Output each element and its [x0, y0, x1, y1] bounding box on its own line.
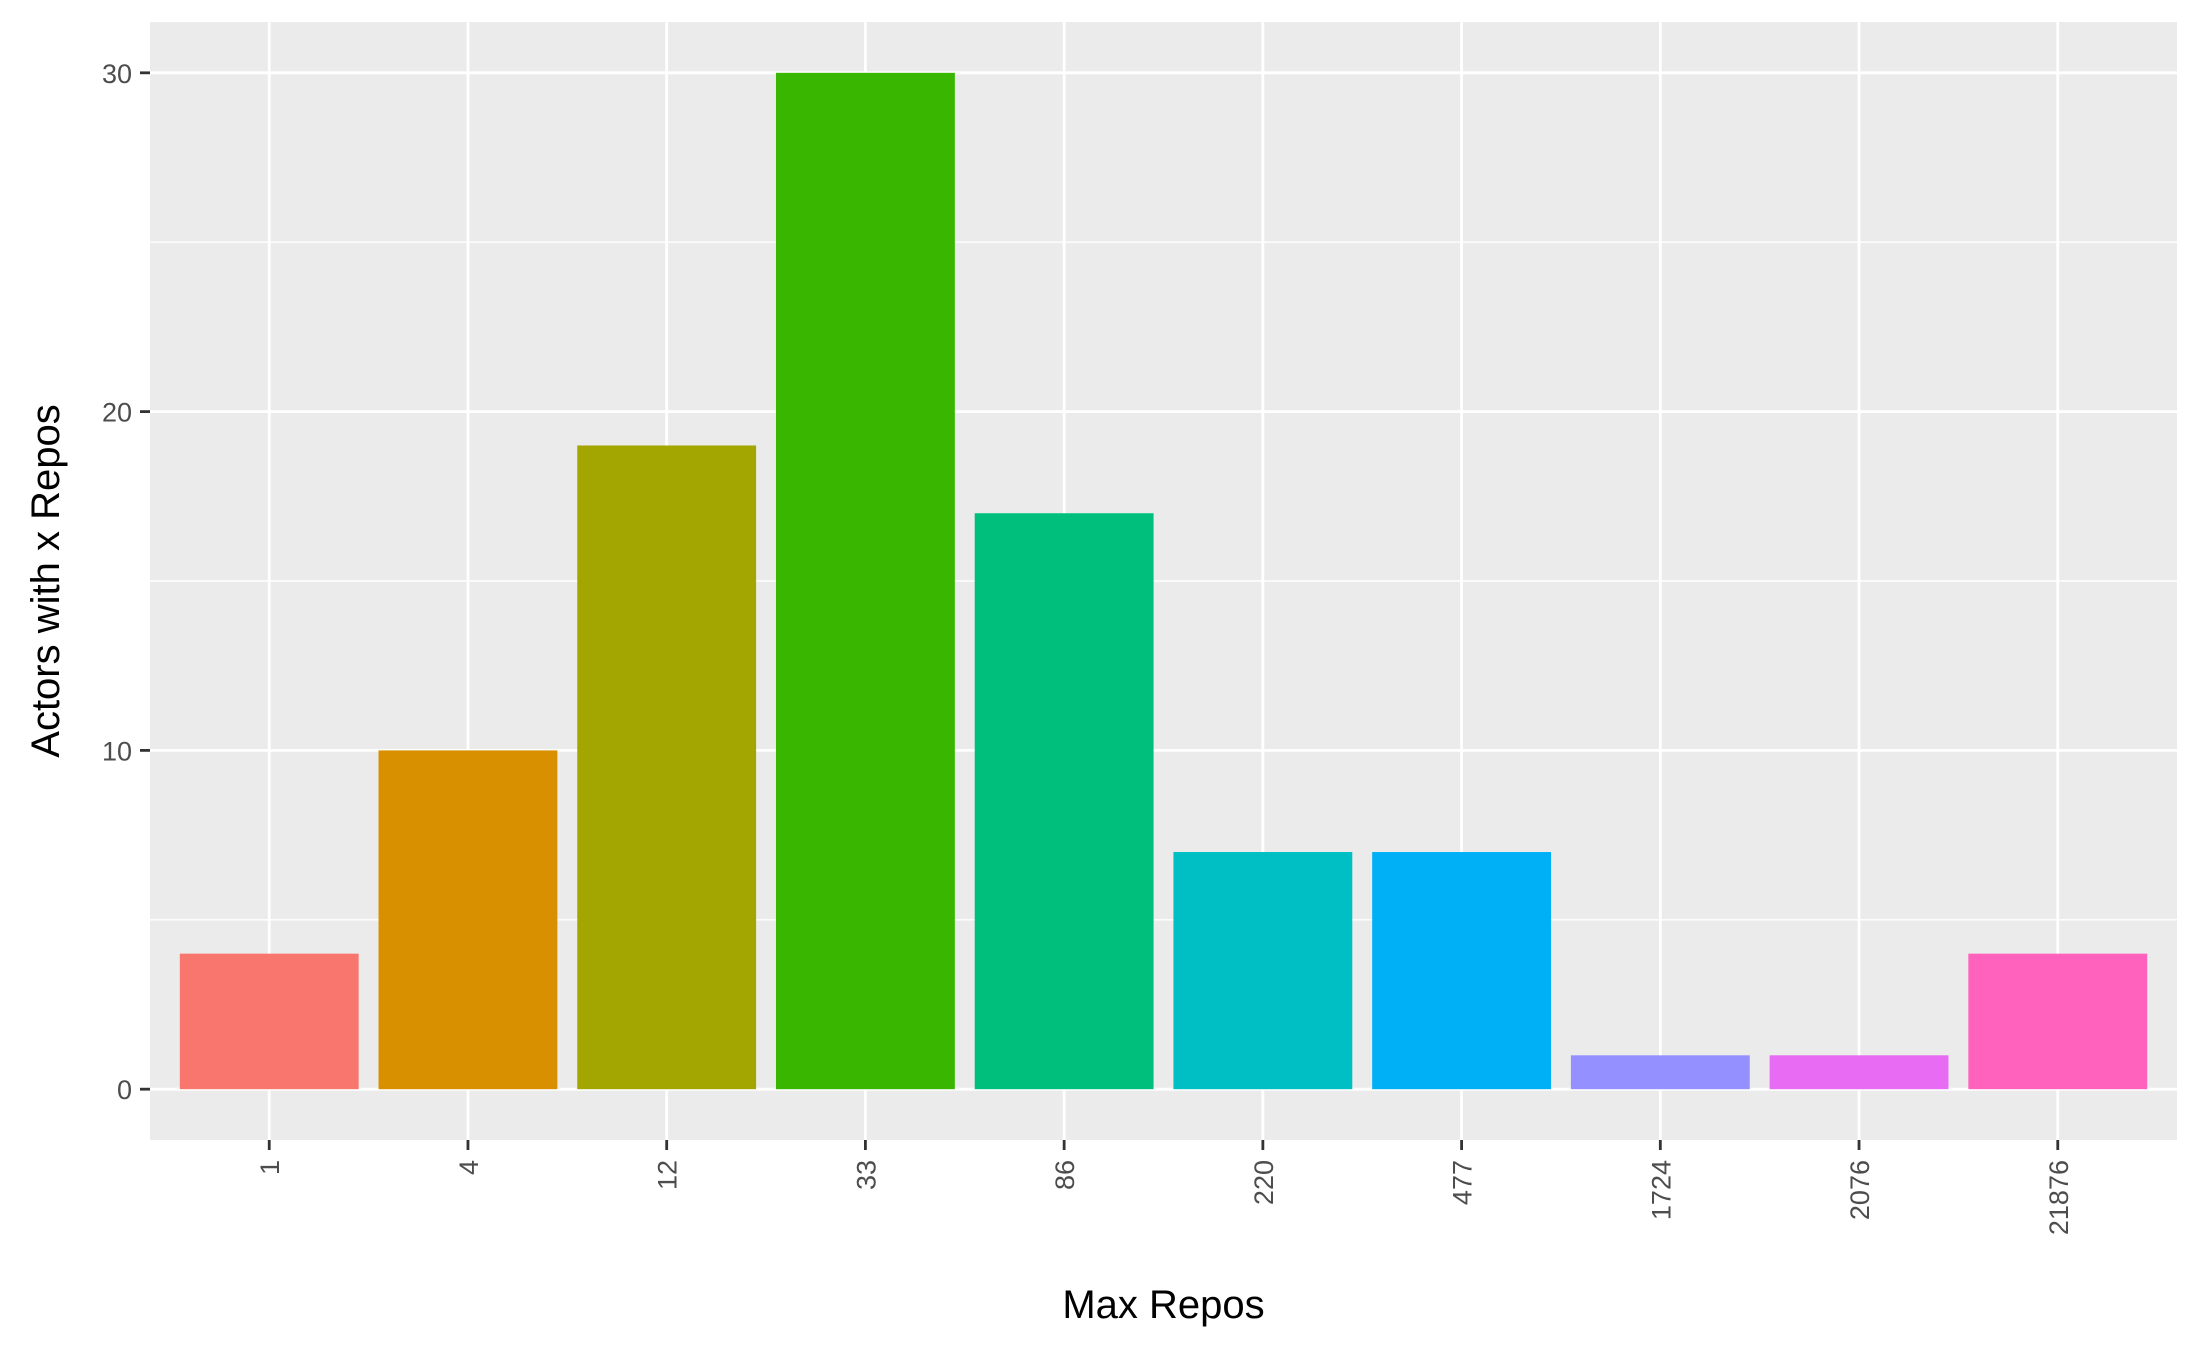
y-tick-label: 0 [117, 1075, 132, 1105]
x-tick-label: 1724 [1646, 1160, 1676, 1220]
x-tick-label: 86 [1050, 1160, 1080, 1190]
x-tick-label: 21876 [2044, 1160, 2074, 1235]
x-tick-label: 12 [653, 1160, 683, 1190]
x-axis: 1 4 12 33 86 220 477 1724 2076 21876 [255, 1140, 2074, 1235]
x-tick-label: 4 [454, 1160, 484, 1175]
x-tick-label: 220 [1249, 1160, 1279, 1205]
y-tick-label: 10 [102, 736, 132, 766]
bar-477 [1372, 852, 1552, 1090]
x-tick-label: 2076 [1845, 1160, 1875, 1220]
y-tick-label: 30 [102, 59, 132, 89]
bar-1 [179, 953, 359, 1090]
x-axis-title: Max Repos [1062, 1283, 1264, 1327]
x-tick-label: 477 [1448, 1160, 1478, 1205]
bar-2076 [1769, 1055, 1949, 1090]
y-axis: 0 10 20 30 [102, 59, 150, 1105]
bar-86 [974, 513, 1154, 1090]
y-tick-label: 20 [102, 398, 132, 428]
bar-4 [378, 750, 558, 1090]
bar-1724 [1570, 1055, 1750, 1090]
bar-33 [775, 72, 955, 1090]
bar-21876 [1968, 953, 2148, 1090]
bars [179, 72, 2148, 1090]
y-axis-title: Actors with x Repos [24, 404, 68, 757]
bar-220 [1173, 852, 1353, 1090]
x-tick-label: 33 [851, 1160, 881, 1190]
bar-12 [577, 445, 757, 1090]
x-tick-label: 1 [255, 1160, 285, 1175]
